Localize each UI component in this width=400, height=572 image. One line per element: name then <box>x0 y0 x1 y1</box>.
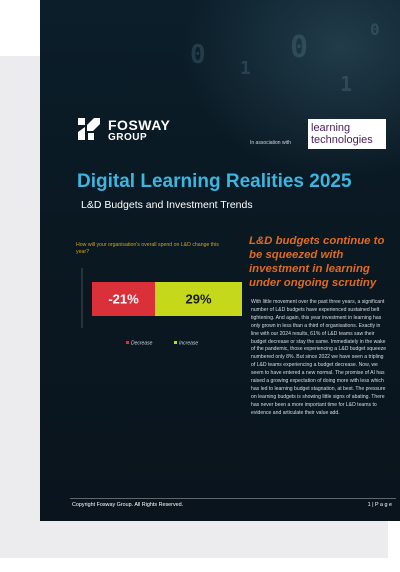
fosway-logo-text: FOSWAY <box>108 117 171 133</box>
background-digit: 1 <box>240 58 251 79</box>
report-title: Digital Learning Realities 2025 <box>77 171 352 192</box>
background-digit: 0 <box>290 30 309 65</box>
learning-technologies-logo: learning technologies <box>308 119 386 149</box>
budget-change-chart: -21% 29% Decrease Increase <box>81 268 242 347</box>
background-glow <box>180 0 400 180</box>
bar-increase <box>155 282 242 316</box>
article-body: With little movement over the past three… <box>251 299 387 416</box>
association-text: In association with <box>250 140 291 146</box>
partner-logo-line1: learning <box>311 122 351 134</box>
legend-swatch-increase <box>174 341 177 344</box>
legend-swatch-decrease <box>126 341 129 344</box>
legend-label-increase: Increase <box>179 341 198 347</box>
bar-label-decrease: -21% <box>108 292 139 307</box>
bar-decrease <box>92 282 155 316</box>
footer-divider <box>70 498 396 499</box>
partner-logo-line2: technologies <box>311 134 373 146</box>
fosway-logo-icon <box>78 118 100 140</box>
bar-label-increase: 29% <box>185 292 211 307</box>
report-subtitle: L&D Budgets and Investment Trends <box>81 199 253 211</box>
report-page: 0 1 0 1 0 FOSWAY GROUP In association wi… <box>40 0 400 521</box>
fosway-logo-subtext: GROUP <box>108 132 148 143</box>
article-headline: L&D budgets continue to be squeezed with… <box>249 235 385 289</box>
footer-copyright: Copyright Fosway Group. All Rights Reser… <box>72 502 184 508</box>
legend-label-decrease: Decrease <box>131 341 153 347</box>
background-digit: 1 <box>340 72 353 96</box>
page-number: 1 | P a g e <box>367 502 392 508</box>
background-digit: 0 <box>370 20 380 39</box>
chart-question: How will your organisation's overall spe… <box>76 242 219 255</box>
background-digit: 0 <box>190 40 206 70</box>
